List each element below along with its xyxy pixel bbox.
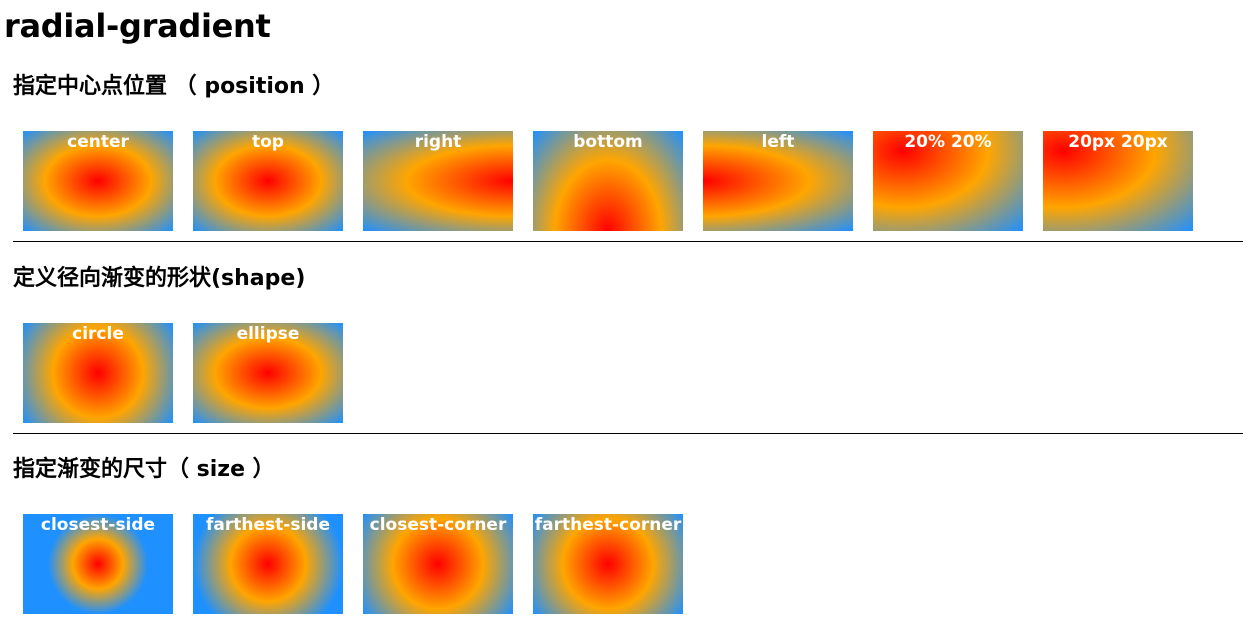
position-examples: center top right bottom left 20% 20% 20p… (23, 131, 1193, 231)
gradient-box-closest-side: closest-side (23, 514, 173, 614)
box-label: center (67, 132, 129, 152)
gradient-box-ellipse: ellipse (193, 323, 343, 423)
section-heading-position: 指定中心点位置 （ position ） (13, 74, 335, 99)
box-label: left (761, 132, 795, 152)
gradient-box-right: right (363, 131, 513, 231)
gradient-box-farthest-side: farthest-side (193, 514, 343, 614)
gradient-box-farthest-corner: farthest-corner (533, 514, 683, 614)
page-title: radial-gradient (4, 7, 271, 45)
gradient-box-top: top (193, 131, 343, 231)
gradient-box-percent: 20% 20% (873, 131, 1023, 231)
gradient-box-circle: circle (23, 323, 173, 423)
box-label: farthest-side (206, 515, 330, 535)
box-label: ellipse (236, 324, 300, 344)
section-heading-size: 指定渐变的尺寸（ size ） (13, 457, 275, 482)
box-label: top (252, 132, 284, 152)
gradient-box-closest-corner: closest-corner (363, 514, 513, 614)
gradient-box-pixel: 20px 20px (1043, 131, 1193, 231)
box-label: farthest-corner (534, 515, 682, 535)
box-label: circle (72, 324, 124, 344)
box-label: closest-side (40, 515, 156, 535)
gradient-box-bottom: bottom (533, 131, 683, 231)
box-label: right (414, 132, 462, 152)
gradient-box-center: center (23, 131, 173, 231)
section-divider (13, 433, 1243, 434)
box-label: bottom (573, 132, 643, 152)
section-heading-shape: 定义径向渐变的形状(shape) (13, 266, 306, 291)
size-examples: closest-side farthest-side closest-corne… (23, 514, 683, 614)
box-label: 20px 20px (1068, 132, 1168, 152)
box-label: 20% 20% (904, 132, 992, 152)
gradient-box-left: left (703, 131, 853, 231)
section-divider (13, 241, 1243, 242)
box-label: closest-corner (369, 515, 507, 535)
shape-examples: circle ellipse (23, 323, 343, 423)
